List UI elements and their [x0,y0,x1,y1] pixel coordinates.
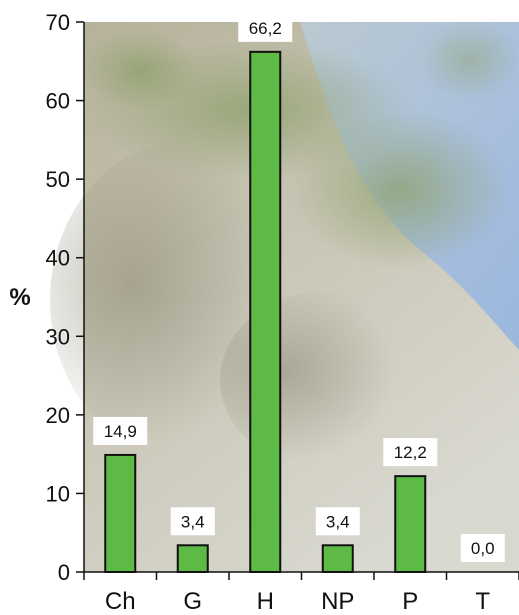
bar [394,475,427,573]
data-label-box [460,534,505,562]
y-tick-label: 60 [46,89,70,114]
x-tick-label: H [257,588,274,615]
data-label: 12,2 [394,443,427,462]
y-tick-label: 20 [46,403,70,428]
data-label-box [383,438,438,467]
data-label-box [93,416,148,445]
data-label: 3,4 [326,512,350,531]
bars [104,50,427,574]
y-axis-title: % [9,284,30,311]
data-labels: 14,9 3,4 66,2 3,4 12,2 0,0 [93,13,505,562]
bar [176,544,209,573]
data-label-box [238,13,293,42]
x-tick-label: T [475,588,490,615]
data-label: 66,2 [249,19,282,38]
x-tick-label: P [402,588,418,615]
data-label: 3,4 [181,512,205,531]
y-tick-label: 0 [58,560,70,585]
bar [321,544,354,573]
y-tick-label: 10 [46,481,70,506]
bar [249,50,282,574]
data-label-box [315,507,360,536]
data-label-box [170,507,215,536]
bar [104,453,137,573]
y-tick-label: 30 [46,324,70,349]
x-tick-label: Ch [105,588,136,615]
x-tick-label: G [183,588,202,615]
data-label: 14,9 [104,422,137,441]
y-tick-label: 50 [46,167,70,192]
data-label: 0,0 [471,539,495,558]
x-tick-label: NP [321,588,354,615]
y-tick-label: 40 [46,246,70,271]
axes: 0 10 20 30 40 50 60 70% Ch G H NP P T [9,10,519,615]
y-tick-label: 70 [46,10,70,35]
